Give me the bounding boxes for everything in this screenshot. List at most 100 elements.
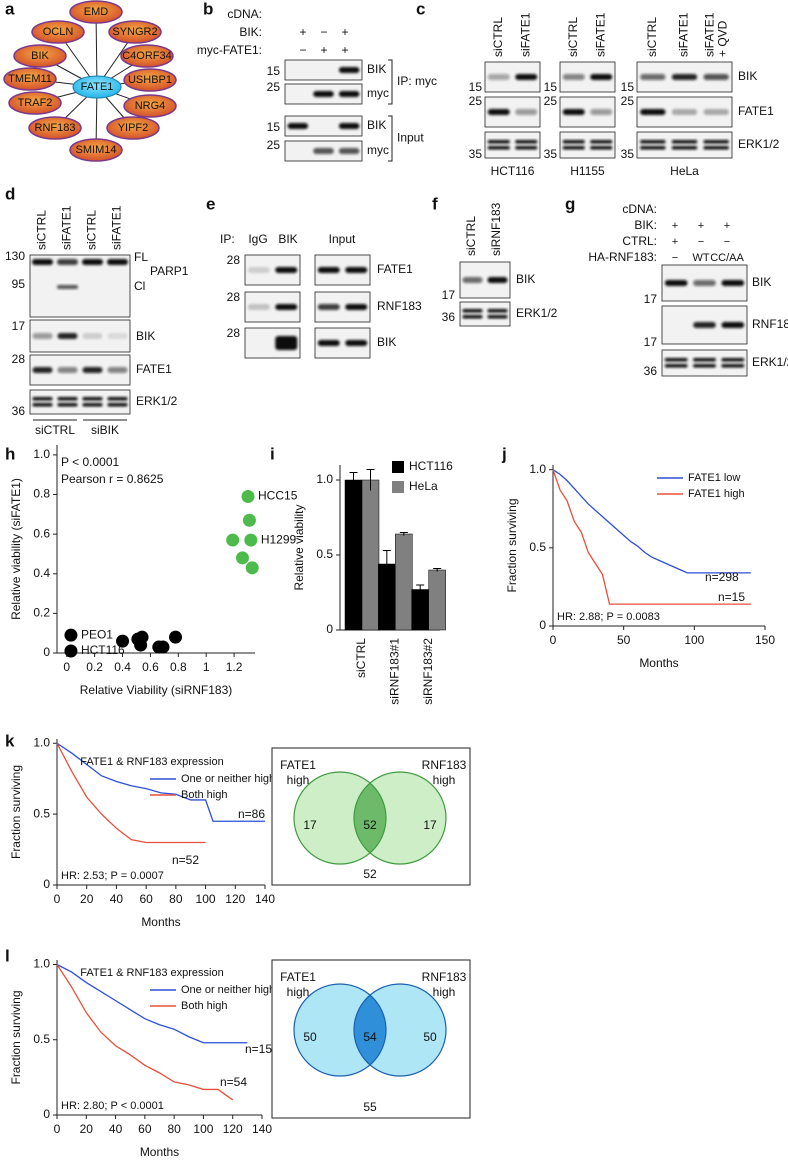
cdna-label: cDNA: [622,202,657,216]
group-label: siBIK [91,423,119,437]
node-label: SMIM14 [76,144,117,156]
band [57,285,78,289]
band [32,403,53,407]
venn-outline [293,771,387,865]
band [32,259,53,265]
mw-label: 25 [621,94,635,108]
condition-sign: + [672,236,678,248]
column-label: siFATE1 [677,12,691,57]
legend-label: Both high [181,1000,227,1012]
blot [459,301,511,327]
column-label: siFATE1 [110,205,124,250]
n-label: n=155 [245,1042,279,1056]
band [345,340,368,346]
x-tick-label: 0 [63,660,70,674]
center-label: FATE1 [81,81,114,93]
band [317,304,340,310]
band [693,358,716,362]
blot [284,59,363,81]
venn-count: 54 [363,1030,377,1044]
band [313,148,334,154]
ip-label: IP: [220,232,235,246]
y-tick-label: 0 [539,618,546,632]
band [32,367,53,373]
annotation: HR: 2.88; P = 0.0083 [557,611,660,623]
condition-sign: − [724,236,730,248]
bar [361,479,380,631]
band [32,397,53,401]
cell-label: H1155 [570,164,605,178]
y-axis-label: Relative viability [292,504,306,590]
blot [484,131,541,159]
x-tick-label: siCTRL [354,638,368,678]
x-tick-label: 40 [110,892,124,906]
condition-sign: CC/AA [710,252,744,264]
band [462,309,483,313]
point-label: PEO1 [81,627,113,641]
scatter-point [116,634,130,648]
column-label: siCTRL [645,17,659,57]
legend-label: Both high [181,789,227,801]
panel-letter: l [5,946,10,965]
band [247,267,270,273]
network-node [123,94,177,118]
condition-sign: + [672,220,678,232]
band [338,91,360,97]
venn-outline [293,983,387,1077]
survival-curve [56,742,265,822]
network-node [31,20,85,44]
error-bar [382,550,391,578]
chart-title: FATE1 & RNF183 expression [80,756,223,768]
network-node [69,138,123,162]
group-label: IP: myc [397,74,437,88]
network-node [8,91,62,115]
blot [661,349,748,377]
x-tick-label: 20 [80,1122,94,1136]
column-label: siCTRL [35,210,49,250]
node-label: C4ORF34 [122,50,172,62]
network-node [69,0,123,24]
panel-letter: h [5,444,15,463]
group-label: Input [397,131,424,145]
condition-label: BIK: [239,25,262,39]
venn-outline [353,771,447,865]
scatter-point [242,513,256,527]
legend-label: One or neither high [181,984,275,996]
point-label: HCC15 [258,489,298,503]
x-tick-label: 0 [54,892,61,906]
band [664,280,688,286]
condition-sign: − [299,43,306,57]
blot [29,254,131,318]
annotation: HR: 2.80; P < 0.0001 [61,1100,164,1112]
y-tick-label: 0 [43,645,50,659]
band [693,280,716,286]
legend-swatch [392,481,404,493]
mw-label: 17 [12,319,26,333]
band [562,146,585,150]
band [107,333,128,339]
band [487,277,508,283]
cell-label: HeLa [670,164,699,178]
column-label: siRNF183 [489,202,503,256]
mw-label: 17 [644,292,658,306]
condition-label: myc-FATE1: [197,43,262,57]
venn-count: 52 [363,818,377,832]
column-label: IgG [248,232,267,246]
blot-label: BIK [136,329,155,343]
venn-count: 50 [303,1030,317,1044]
scatter-point [235,551,249,565]
condition-label: BIK: [634,218,657,232]
y-tick-label: 0.6 [33,526,50,540]
survival-curve [552,469,751,605]
n-label: n=52 [172,853,199,867]
x-tick-label: 80 [167,1122,181,1136]
column-label: siCTRL [566,17,580,57]
blot-label: BIK [738,69,757,83]
y-tick-label: 0.5 [316,547,333,561]
blot-label: FATE1 [377,262,413,276]
y-tick-label: 1.0 [33,957,50,971]
venn-set-label: RNF183 [422,970,467,984]
y-axis-label: Fraction surviving [505,498,519,592]
legend-label: One or neither high [181,773,275,785]
network-node [123,68,177,92]
